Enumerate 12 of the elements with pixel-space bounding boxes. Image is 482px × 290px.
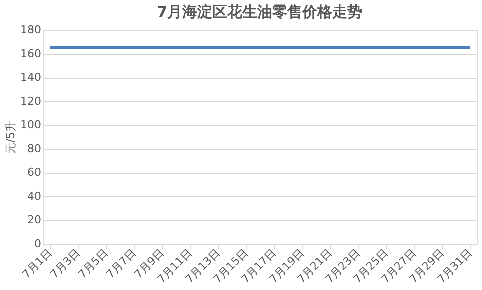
y-tick-label: 140 (20, 71, 42, 84)
y-axis-title: 元/5升 (4, 121, 18, 154)
y-tick-label: 120 (20, 94, 42, 108)
y-tick-label: 100 (20, 118, 42, 132)
y-tick-label: 160 (20, 47, 42, 60)
y-tick-label: 40 (28, 190, 42, 203)
y-tick-label: 80 (28, 142, 42, 156)
y-tick-label: 0 (34, 238, 42, 250)
y-tick-label: 180 (20, 24, 42, 36)
y-tick-label: 60 (28, 166, 42, 180)
y-tick-label: 20 (28, 214, 42, 227)
chart-title: 7月海淀区花生油零售价格走势 (157, 3, 363, 21)
